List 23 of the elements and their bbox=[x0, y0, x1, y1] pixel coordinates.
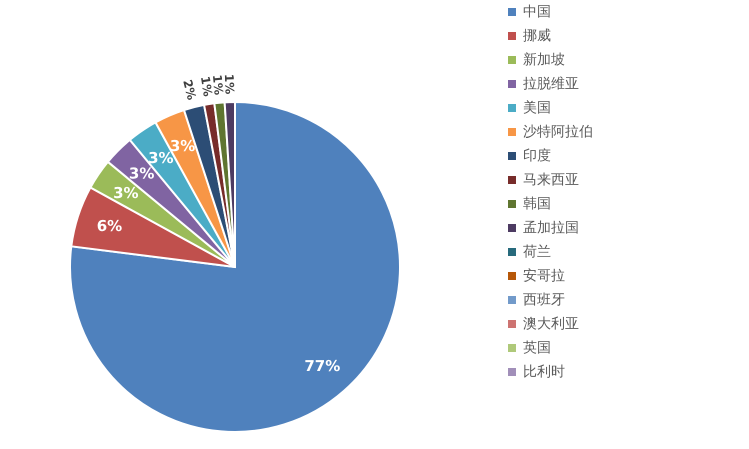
legend-label: 韩国 bbox=[523, 196, 551, 212]
data-label: 77% bbox=[304, 357, 340, 376]
legend-label: 马来西亚 bbox=[523, 172, 579, 188]
legend-label: 孟加拉国 bbox=[523, 220, 579, 236]
legend-label: 英国 bbox=[523, 340, 551, 356]
legend-label: 挪威 bbox=[523, 28, 551, 44]
pie-slice bbox=[69, 101, 401, 433]
data-label: 3% bbox=[170, 136, 196, 155]
legend-label: 澳大利亚 bbox=[523, 316, 579, 332]
legend-label: 比利时 bbox=[523, 364, 565, 380]
data-label: 6% bbox=[96, 217, 122, 236]
legend-label: 拉脱维亚 bbox=[523, 76, 579, 92]
legend-label: 美国 bbox=[523, 100, 551, 116]
legend-label: 新加坡 bbox=[523, 52, 565, 68]
legend-label: 中国 bbox=[523, 4, 551, 20]
legend-label: 西班牙 bbox=[523, 292, 565, 308]
data-label: 2% bbox=[180, 78, 199, 102]
legend-label: 印度 bbox=[523, 148, 551, 164]
data-label: 3% bbox=[128, 164, 154, 183]
legend-label: 安哥拉 bbox=[523, 268, 565, 284]
legend-label: 沙特阿拉伯 bbox=[523, 124, 593, 140]
legend-label: 荷兰 bbox=[523, 244, 551, 260]
data-label: 3% bbox=[113, 184, 139, 202]
